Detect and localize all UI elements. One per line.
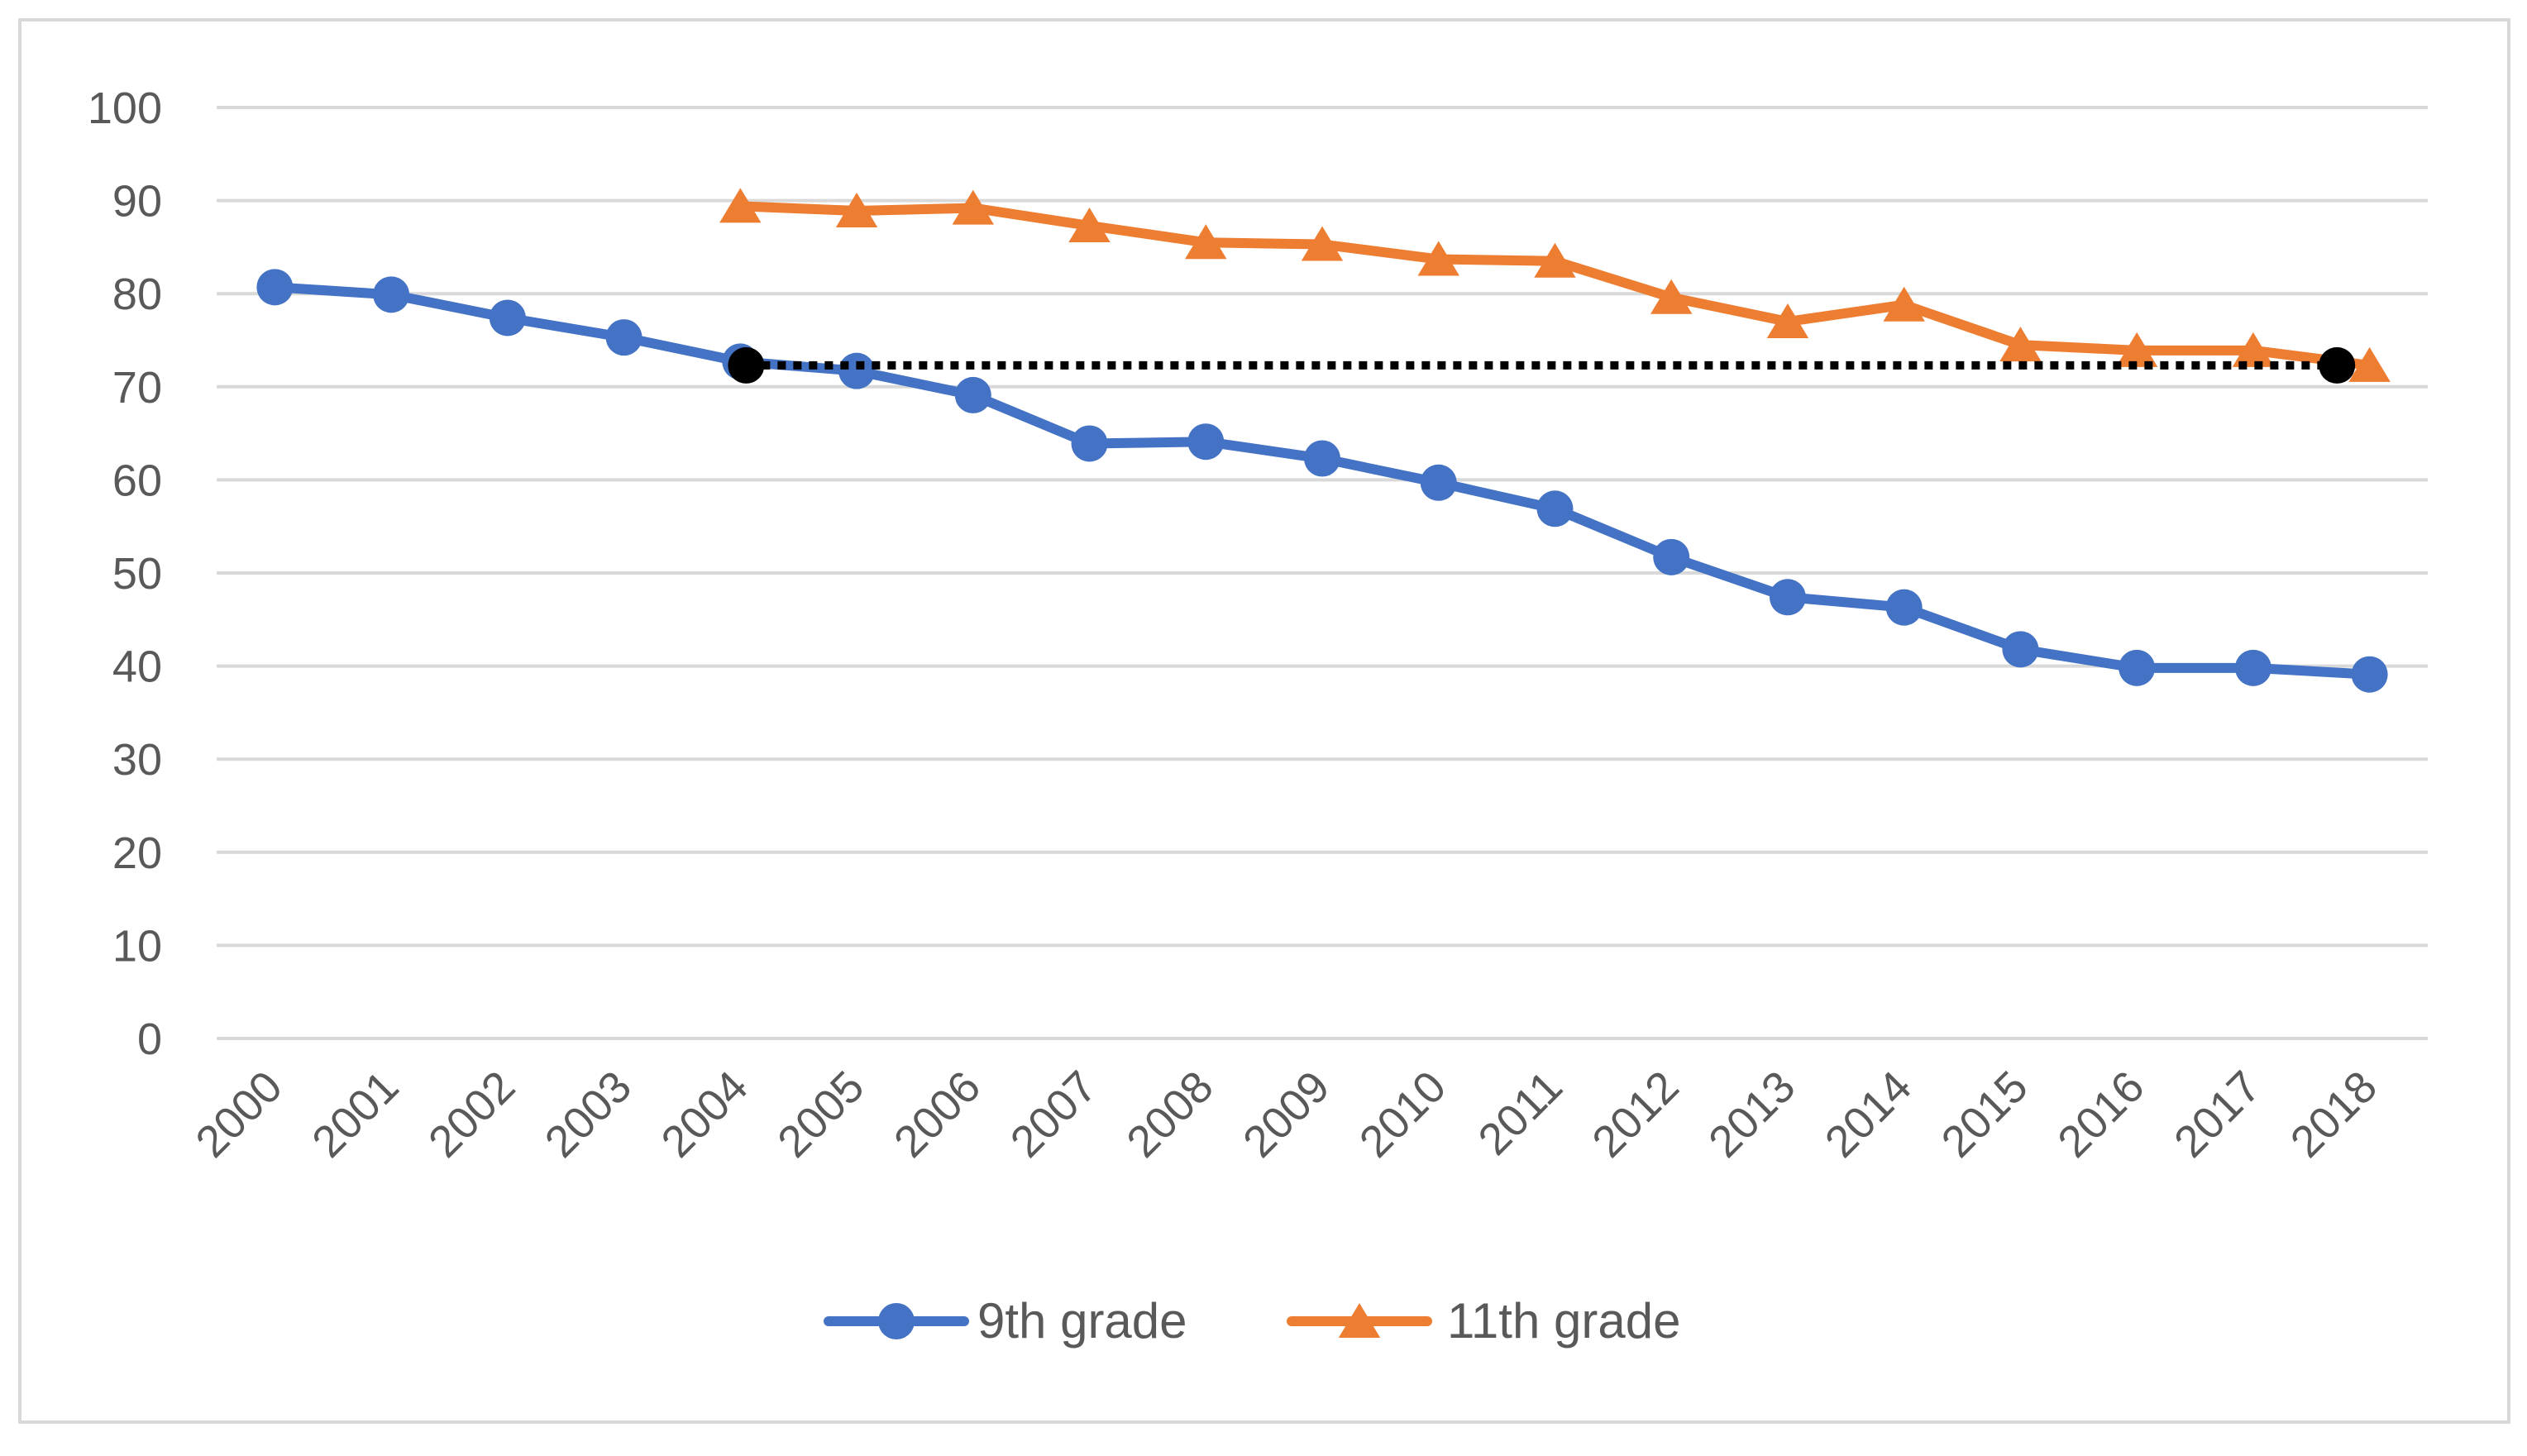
- legend-label: 9th grade: [977, 1293, 1187, 1349]
- y-tick-label: 70: [112, 363, 162, 413]
- data-point: [954, 376, 991, 413]
- data-point: [1653, 538, 1690, 575]
- y-tick-label: 0: [137, 1014, 162, 1064]
- data-point: [2119, 649, 2156, 686]
- data-point: [373, 276, 410, 313]
- legend-item-1: 11th grade: [1287, 1293, 1680, 1349]
- series-lines: [256, 188, 2391, 693]
- legend-label: 11th grade: [1447, 1293, 1680, 1349]
- data-point: [2115, 332, 2158, 367]
- y-axis-tick-labels: 0 10 20 30 40 50 60 70 80 90 100: [88, 84, 162, 1064]
- legend-marker: [1338, 1303, 1381, 1338]
- y-tick-label: 30: [112, 735, 162, 785]
- reference-endpoint: [2319, 346, 2356, 384]
- data-point: [838, 352, 876, 389]
- chart-border: [18, 18, 2510, 1424]
- legend-marker: [878, 1303, 915, 1339]
- data-point: [605, 319, 642, 356]
- data-point: [2348, 346, 2391, 382]
- y-tick-label: 50: [112, 549, 162, 599]
- y-tick-label: 100: [88, 84, 162, 133]
- y-tick-label: 10: [112, 921, 162, 971]
- data-point: [1534, 242, 1576, 278]
- data-point: [2002, 631, 2039, 668]
- legend-item-0: 9th grade: [824, 1293, 1187, 1349]
- data-point: [1883, 286, 1925, 322]
- y-tick-label: 90: [112, 177, 162, 227]
- data-point: [2234, 649, 2271, 686]
- data-point: [1304, 440, 1340, 477]
- data-point: [1885, 589, 1923, 626]
- y-tick-label: 20: [112, 828, 162, 878]
- data-point: [1301, 226, 1344, 261]
- data-point: [1071, 425, 1108, 462]
- data-point: [835, 192, 878, 227]
- gridlines: [217, 106, 2428, 1040]
- data-point: [1185, 224, 1227, 260]
- data-point: [1766, 303, 1809, 338]
- series-1: [719, 188, 2391, 382]
- y-tick-label: 60: [112, 456, 162, 505]
- legend: 9th grade 11th grade: [824, 1293, 1680, 1349]
- data-point: [2351, 656, 2388, 693]
- data-point: [1650, 279, 1693, 314]
- y-tick-label: 40: [112, 642, 162, 692]
- data-point: [1536, 490, 1574, 528]
- data-point: [256, 269, 294, 306]
- data-point: [1417, 241, 1459, 276]
- data-point: [489, 299, 526, 337]
- data-point: [1999, 327, 2042, 362]
- series-0: [256, 269, 2388, 693]
- data-point: [719, 188, 762, 223]
- data-point: [2232, 332, 2275, 367]
- data-point: [1187, 423, 1225, 461]
- data-point: [1068, 208, 1111, 243]
- y-tick-label: 80: [112, 270, 162, 319]
- reference-endpoint: [728, 346, 765, 384]
- reference-line: [728, 346, 2356, 384]
- data-point: [952, 189, 994, 225]
- data-point: [1769, 579, 1806, 616]
- data-point: [1420, 464, 1457, 501]
